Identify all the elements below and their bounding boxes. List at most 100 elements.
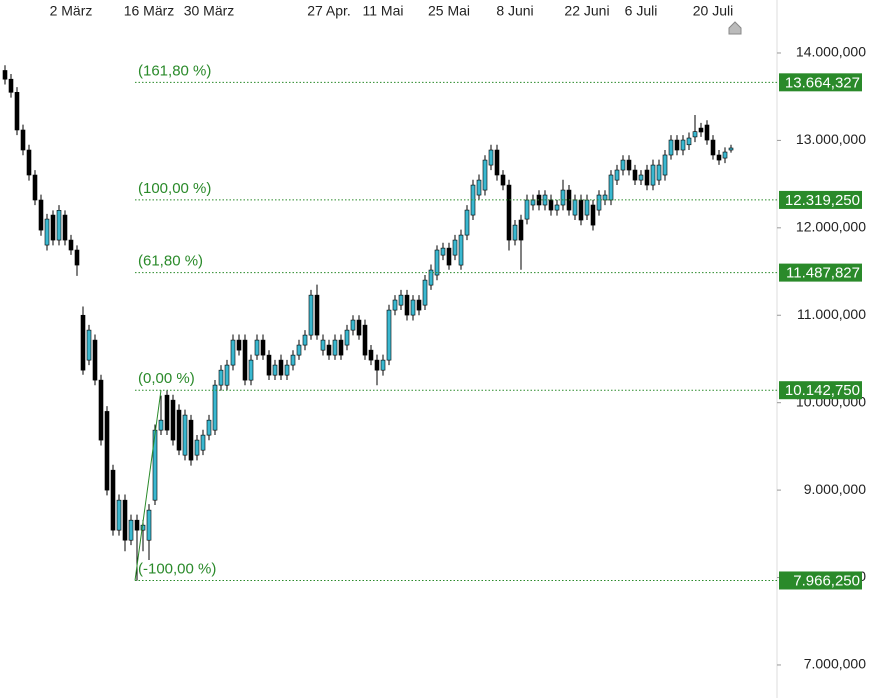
candle-body: [644, 169, 650, 186]
candle-body: [374, 359, 380, 371]
candle-body: [620, 159, 626, 171]
candle-body: [686, 137, 692, 146]
price-tag: [779, 73, 862, 92]
price-tag: [779, 263, 862, 282]
candle-body: [20, 129, 26, 151]
candle-body: [302, 334, 308, 346]
x-tick-label: 11 Mai: [363, 3, 404, 19]
x-tick-label: 30 März: [184, 3, 235, 19]
candle-body: [170, 399, 176, 441]
candle-body: [116, 499, 122, 531]
candle-body: [338, 339, 344, 356]
candle-body: [410, 299, 416, 316]
fib-level-label: (100,00 %): [138, 180, 211, 197]
candle-body: [560, 189, 566, 206]
x-tick-label: 27 Apr.: [307, 3, 351, 19]
candle-body: [398, 294, 404, 306]
y-tick-label: 13.000,000: [796, 131, 866, 147]
candle-body: [512, 224, 518, 241]
candle-body: [344, 329, 350, 346]
candle-body: [584, 199, 590, 216]
y-tick-label: 9.000,000: [804, 481, 866, 497]
candle-body: [332, 339, 338, 356]
candle-body: [284, 364, 290, 376]
price-tag-label: 7.966,250: [793, 572, 860, 589]
x-tick-label: 22 Juni: [564, 3, 609, 19]
candle-body: [92, 339, 98, 381]
candle-body: [188, 419, 194, 461]
candle-body: [488, 149, 494, 166]
candle-body: [62, 214, 68, 241]
candle-body: [632, 169, 638, 181]
candle-body: [110, 469, 116, 531]
candle-body: [662, 154, 668, 176]
candle-body: [680, 139, 686, 151]
candle-body: [656, 164, 662, 181]
candle-body: [98, 379, 104, 441]
price-tag: [779, 571, 862, 590]
candle-body: [722, 151, 728, 159]
y-tick-label: 11.000,000: [797, 306, 866, 322]
x-tick-label: 6 Juli: [625, 3, 658, 19]
candle-body: [698, 127, 704, 133]
candle-body: [230, 339, 236, 366]
candle-body: [128, 519, 134, 541]
candle-body: [80, 314, 86, 371]
candle-body: [224, 364, 230, 386]
candle-body: [494, 149, 500, 176]
candle-body: [14, 92, 20, 131]
price-tag: [779, 190, 862, 209]
candle-body: [236, 339, 242, 351]
candle-body: [182, 414, 188, 456]
candle-body: [704, 124, 710, 141]
price-tag-label: 13.664,327: [785, 74, 860, 91]
candle-body: [356, 319, 362, 336]
candle-body: [392, 299, 398, 311]
x-tick-label: 25 Mai: [428, 3, 470, 19]
candle-body: [2, 70, 8, 80]
candle-body: [68, 239, 74, 251]
price-tag: [779, 381, 862, 400]
candle-body: [272, 364, 278, 376]
candle-body: [506, 184, 512, 241]
candle-body: [38, 199, 44, 231]
x-tick-label: 20 Juli: [693, 3, 733, 19]
candle-body: [452, 239, 458, 256]
x-tick-label: 2 März: [50, 3, 93, 19]
candle-body: [638, 174, 644, 181]
scroll-marker[interactable]: [728, 21, 742, 35]
candle-body: [206, 419, 212, 436]
candle-body: [200, 434, 206, 451]
candle-body: [26, 149, 32, 176]
price-tag-label: 12.319,250: [785, 192, 860, 209]
candle-body: [554, 204, 560, 211]
candle-body: [650, 164, 656, 186]
candle-body: [32, 174, 38, 201]
candle-body: [314, 294, 320, 336]
candle-body: [404, 294, 410, 316]
candle-body: [248, 359, 254, 381]
candle-body: [290, 354, 296, 366]
candle-body: [260, 339, 266, 356]
candle-body: [194, 439, 200, 456]
candle-body: [476, 179, 482, 196]
candle-body: [596, 194, 602, 211]
candle-body: [152, 429, 158, 501]
candle-body: [710, 139, 716, 156]
candle-body: [218, 369, 224, 386]
candle-body: [428, 269, 434, 286]
x-tick-label: 16 März: [124, 3, 175, 19]
candle-body: [674, 139, 680, 151]
fib-level-label: (61,80 %): [138, 253, 203, 270]
candle-body: [326, 344, 332, 356]
candle-body: [44, 218, 50, 246]
candle-body: [716, 154, 722, 161]
candle-body: [320, 339, 326, 351]
fib-level-label: (-100,00 %): [138, 560, 216, 577]
candle-body: [464, 209, 470, 236]
candle-body: [572, 199, 578, 216]
candle-body: [176, 409, 182, 451]
candle-body: [530, 199, 536, 206]
candle-body: [164, 394, 170, 431]
